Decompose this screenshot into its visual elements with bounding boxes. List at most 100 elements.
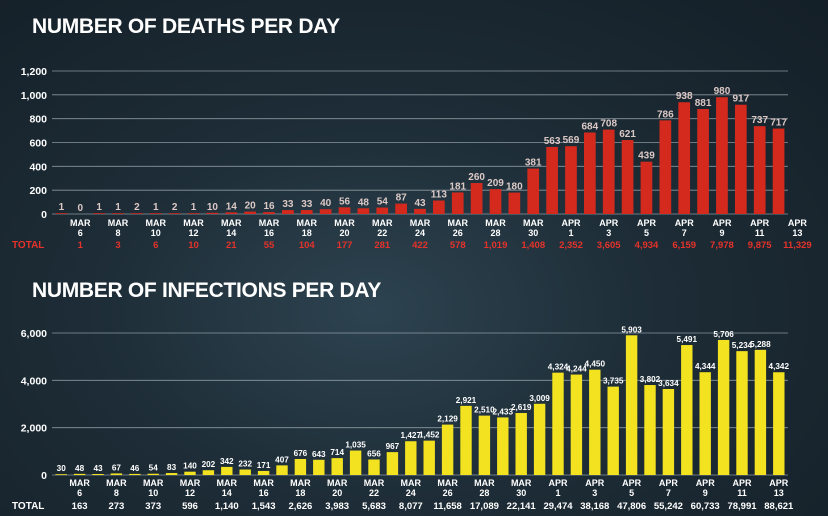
infections-x-tick-day: 16 <box>259 488 269 498</box>
deaths-value-label: 33 <box>301 199 313 210</box>
deaths-x-tick-day: 13 <box>792 228 802 238</box>
deaths-x-tick-day: 24 <box>415 228 425 238</box>
infections-x-tick-day: 18 <box>295 488 305 498</box>
infections-value-label: 1,427 <box>401 431 422 440</box>
infections-x-tick-day: 1 <box>555 488 560 498</box>
deaths-value-label: 260 <box>468 172 485 183</box>
deaths-x-tick-day: 9 <box>719 228 724 238</box>
deaths-x-tick-month: MAR <box>183 218 204 228</box>
deaths-value-label: 48 <box>358 197 370 208</box>
infections-x-tick-month: MAR <box>511 478 532 488</box>
infections-bar <box>368 459 380 475</box>
infections-y-tick-label: 4,000 <box>21 375 47 387</box>
deaths-value-label: 381 <box>525 158 542 169</box>
deaths-x-tick-day: 26 <box>453 228 463 238</box>
infections-bar <box>165 473 178 475</box>
deaths-x-tick-day: 20 <box>340 228 350 238</box>
infections-value-label: 5,491 <box>677 335 698 344</box>
deaths-x-tick-day: 30 <box>528 228 538 238</box>
deaths-total-value: 1,019 <box>484 240 508 251</box>
infections-value-label: 3,634 <box>658 379 679 388</box>
infections-bar <box>441 424 454 475</box>
deaths-bar <box>678 102 691 214</box>
deaths-x-tick-month: APR <box>750 218 770 228</box>
infections-value-label: 4,324 <box>548 363 569 372</box>
deaths-x-tick-day: 12 <box>189 228 199 238</box>
deaths-total-value: 422 <box>412 240 428 251</box>
infections-value-label: 5,903 <box>621 325 642 334</box>
infections-x-tick-day: 26 <box>443 488 453 498</box>
deaths-bar <box>93 213 106 214</box>
infections-bar <box>754 349 767 475</box>
infections-x-tick-day: 30 <box>516 488 526 498</box>
deaths-value-label: 684 <box>582 121 599 132</box>
infections-value-label: 5,234 <box>732 341 753 350</box>
deaths-bar <box>187 213 200 214</box>
deaths-x-tick-day: 5 <box>644 228 649 238</box>
infections-total-value: 373 <box>145 501 161 512</box>
infections-value-label: 4,450 <box>585 360 606 369</box>
infections-value-label: 656 <box>367 449 381 458</box>
deaths-value-label: 181 <box>449 181 466 192</box>
deaths-x-tick-month: APR <box>788 218 808 228</box>
deaths-total-value: 3 <box>115 240 120 251</box>
infections-bar <box>386 452 399 475</box>
deaths-x-tick-day: 11 <box>755 228 765 238</box>
deaths-value-label: 980 <box>714 86 731 97</box>
deaths-y-tick-label: 1,000 <box>21 90 47 102</box>
deaths-total-value: 1,408 <box>521 240 545 251</box>
deaths-bar <box>621 139 634 214</box>
deaths-value-label: 0 <box>78 203 84 214</box>
infections-bar <box>73 473 86 475</box>
infections-bar <box>662 388 675 475</box>
infections-value-label: 43 <box>93 464 103 473</box>
infections-value-label: 2,619 <box>511 403 532 412</box>
deaths-x-tick-month: APR <box>675 218 695 228</box>
infections-x-tick-month: APR <box>622 478 642 488</box>
infections-x-tick-month: MAR <box>327 478 348 488</box>
infections-bar <box>349 450 362 475</box>
infections-total-value: 29,474 <box>543 501 573 512</box>
infections-x-tick-month: MAR <box>143 478 164 488</box>
deaths-x-tick-month: APR <box>599 218 619 228</box>
infections-total-value: 1,543 <box>252 501 276 512</box>
infections-bar <box>570 374 583 475</box>
deaths-bar <box>527 168 540 214</box>
infections-bar <box>202 470 215 475</box>
deaths-bar <box>470 183 483 214</box>
deaths-chart-title: NUMBER OF DEATHS PER DAY <box>32 15 340 38</box>
deaths-y-tick-label: 200 <box>29 185 47 197</box>
infections-bar <box>699 372 711 475</box>
deaths-value-label: 16 <box>263 201 275 212</box>
deaths-value-label: 1 <box>153 202 159 213</box>
infections-bar <box>717 339 730 475</box>
infections-bar <box>294 459 307 475</box>
infections-x-tick-month: APR <box>732 478 752 488</box>
infections-bar <box>644 385 656 475</box>
infections-x-tick-day: 12 <box>185 488 195 498</box>
deaths-y-tick-label: 600 <box>29 138 47 150</box>
deaths-x-tick-day: 14 <box>226 228 236 238</box>
deaths-x-tick-month: MAR <box>447 218 468 228</box>
infections-x-tick-month: MAR <box>217 478 238 488</box>
infections-bar <box>331 458 343 475</box>
infections-bar <box>552 372 564 475</box>
deaths-value-label: 10 <box>207 202 219 213</box>
infections-total-value: 5,683 <box>362 501 386 512</box>
deaths-total-value: 6,159 <box>672 240 696 251</box>
infections-total-value: 163 <box>72 501 88 512</box>
deaths-value-label: 1 <box>59 202 65 213</box>
deaths-total-value: 104 <box>299 240 316 251</box>
deaths-x-tick-day: 7 <box>682 228 687 238</box>
infections-value-label: 48 <box>75 464 85 473</box>
infections-x-tick-month: APR <box>696 478 716 488</box>
infections-x-tick-day: 11 <box>737 488 747 498</box>
infections-bar <box>607 386 619 475</box>
infections-value-label: 232 <box>238 460 252 469</box>
deaths-value-label: 569 <box>563 135 580 146</box>
infections-chart-title: NUMBER OF INFECTIONS PER DAY <box>32 279 382 302</box>
infections-bar <box>184 471 196 475</box>
infections-total-value: 273 <box>108 501 124 512</box>
deaths-total-value: 10 <box>188 240 199 251</box>
